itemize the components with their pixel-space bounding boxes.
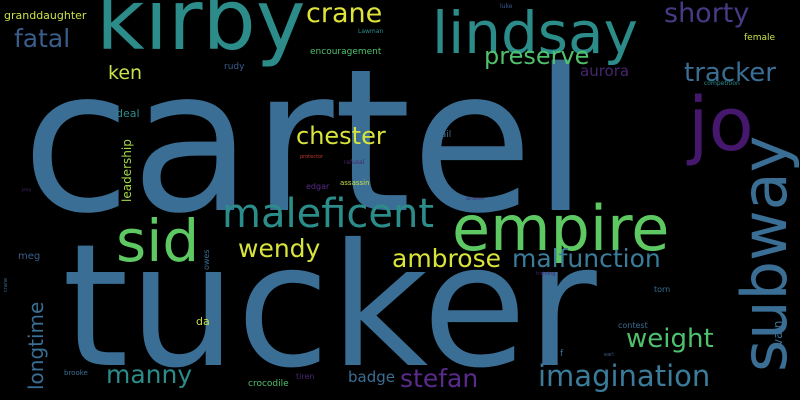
word-tiren: tiren [296, 372, 315, 381]
word-competition: competition [704, 80, 740, 87]
word-contest: contest [618, 321, 648, 330]
word-refusal: refusal [344, 159, 365, 166]
word-preserve: preserve [484, 42, 590, 70]
word-tracker: tracker [684, 58, 776, 88]
word-badge: badge [348, 368, 395, 386]
word-owes: owes [202, 249, 211, 270]
word-cartel: cartel [22, 26, 589, 257]
word-lindsay: lindsay [432, 0, 638, 67]
word-longtime: longtime [24, 301, 48, 390]
word-rudy: rudy [224, 62, 245, 72]
word-female: female [744, 33, 776, 43]
word-ambrose: ambrose [392, 244, 501, 273]
word-sid: sid [116, 207, 200, 275]
word-crocodile: crocodile [248, 379, 289, 389]
word-shorty: shorty [664, 0, 750, 29]
word-stefan: stefan [400, 364, 479, 393]
word-granddaughter: granddaughter [4, 9, 87, 22]
word-maleficent: maleficent [222, 191, 435, 237]
word-weight: weight [626, 324, 714, 354]
word-meg: meg [18, 251, 41, 262]
word-imagination: imagination [538, 359, 711, 393]
word-edgar: edgar [306, 182, 330, 191]
word-devoured: devoured [454, 106, 488, 114]
word-encouragement: encouragement [310, 47, 382, 57]
word-fatal: fatal [14, 24, 71, 53]
word-jo: jo [688, 82, 754, 168]
word-jerry: jerry [22, 187, 32, 192]
word-vain: vain [771, 320, 785, 346]
word-subway[interactable]: subway [728, 135, 800, 372]
word-kirby: kirby [96, 0, 306, 69]
word-crane-small: crane [3, 277, 9, 292]
word-aurora: aurora [580, 62, 630, 80]
word-brooke: brooke [64, 369, 88, 377]
word-luke: luke [500, 3, 513, 10]
word-da: da [196, 315, 210, 328]
word-ken: ken [108, 62, 143, 84]
word-wendy: wendy [238, 234, 321, 263]
word-deal: deal [116, 107, 140, 120]
word-mail: mail [432, 130, 452, 140]
word-tucker: tucker [62, 208, 597, 400]
word-lawman: Lawman [358, 28, 384, 35]
word-f: f [560, 349, 564, 359]
word-training: training [536, 271, 556, 277]
word-chester: chester [296, 122, 386, 150]
word-earl: earl [604, 352, 614, 358]
word-manny: manny [106, 360, 193, 389]
word-leadership: leadership [120, 139, 134, 202]
word-crane: crane [306, 0, 383, 29]
word-empire: empire [452, 192, 670, 265]
word-winsome: winsome [466, 196, 484, 201]
word-protector: protector [300, 154, 324, 160]
word-malfunction: malfunction [512, 244, 661, 273]
word-torn: torn [654, 285, 671, 294]
word-assassin: assassin [340, 179, 370, 187]
